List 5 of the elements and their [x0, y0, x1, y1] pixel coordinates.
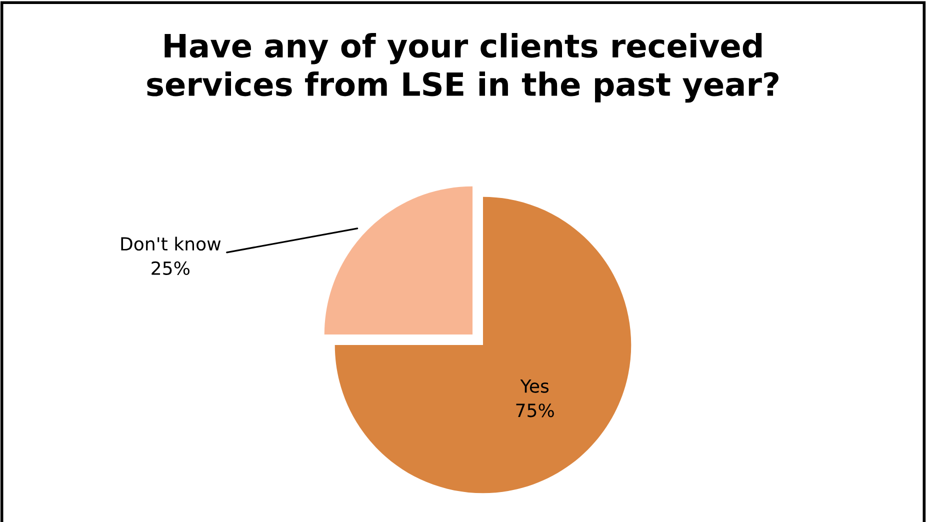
slice-label: Yes [520, 379, 549, 393]
slice-label: Don't know [121, 236, 221, 251]
chart-title: Have any of your clients received services from LSE in the past year? [147, 33, 778, 103]
data-label: 25% [152, 261, 190, 275]
data-label: 75% [516, 404, 554, 418]
